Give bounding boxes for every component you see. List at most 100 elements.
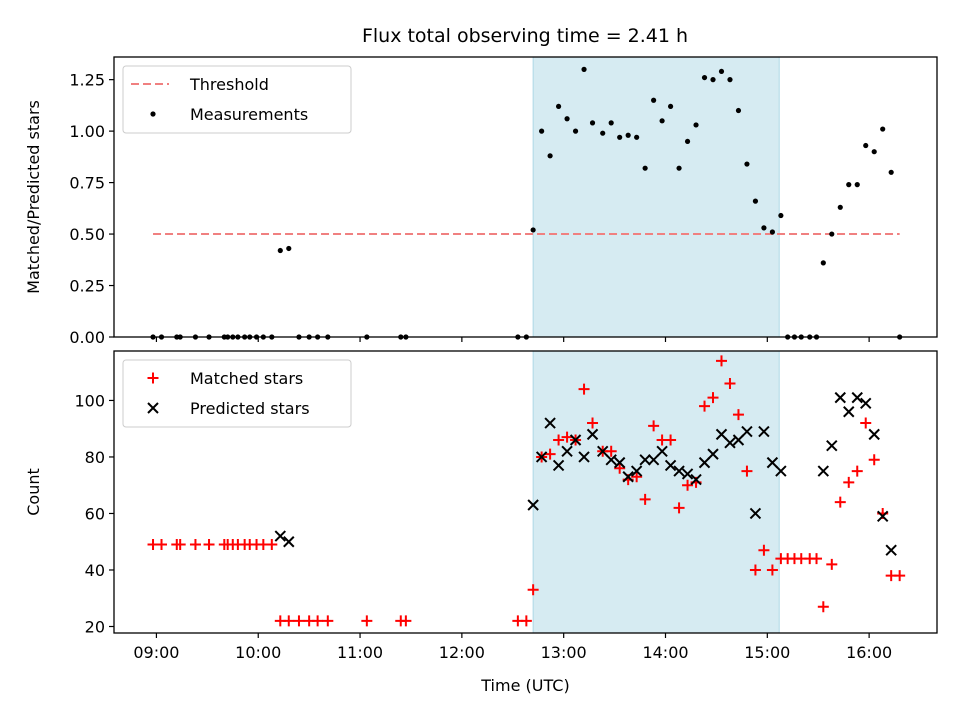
matched-star-point (203, 539, 215, 551)
measurement-point (642, 165, 648, 171)
matched-star-point (843, 476, 855, 488)
bottom-x-tick-label: 15:00 (744, 643, 790, 662)
matched-star-point (715, 355, 727, 367)
predicted-star-point (552, 459, 565, 472)
chart-title: Flux total observing time = 2.41 h (362, 25, 688, 47)
predicted-star-point (766, 456, 779, 469)
predicted-star-point (817, 465, 830, 477)
predicted-star-point (707, 448, 719, 460)
predicted-star-point (605, 454, 617, 466)
top-y-tick-label: 0.50 (69, 225, 105, 244)
predicted-star-point (885, 544, 897, 556)
matched-star-point (283, 615, 295, 627)
matched-star-point (749, 564, 761, 576)
matched-star-point (361, 615, 373, 627)
bottom-x-tick-label: 16:00 (846, 643, 892, 662)
bottom-x-tick-label: 11:00 (337, 643, 383, 662)
matched-star-point (834, 496, 846, 508)
top-y-tick-label: 1.25 (69, 71, 105, 90)
matched-star-point (758, 544, 770, 556)
measurement-point (820, 260, 826, 266)
measurement-point (555, 103, 562, 110)
measurement-point (572, 128, 579, 134)
predicted-star-point (527, 499, 539, 511)
measurement-point (539, 128, 545, 134)
matched-star-point (811, 553, 823, 565)
predicted-star-point (622, 471, 634, 483)
matched-star-point (553, 434, 565, 446)
predicted-star-point (876, 510, 889, 523)
matched-star-point (741, 465, 753, 477)
matched-star-point (561, 431, 573, 443)
bottom-x-tick-label: 14:00 (642, 643, 688, 662)
measurement-point (625, 132, 631, 138)
top-highlight-span (532, 56, 780, 338)
predicted-star-point (578, 451, 590, 463)
bottom-y-tick-label: 60 (85, 504, 105, 523)
measurement-point (710, 77, 716, 83)
matched-star-point (673, 502, 685, 514)
measurement-point (752, 198, 759, 204)
measurement-point (701, 74, 708, 81)
predicted-star-point (775, 465, 787, 477)
bottom-y-tick-label: 20 (85, 618, 105, 637)
top-y-tick-label: 0.75 (69, 174, 105, 193)
measurement-point (530, 227, 536, 233)
matched-star-point (400, 615, 412, 627)
bottom-x-tick-label: 12:00 (439, 643, 485, 662)
matched-star-point (174, 539, 186, 551)
top-legend-box (122, 65, 352, 134)
predicted-star-point (535, 451, 548, 463)
predicted-star-point (544, 417, 556, 429)
measurement-point (617, 134, 623, 140)
top-y-tick-label: 0.25 (69, 277, 105, 296)
bottom-y-tick-label: 40 (85, 561, 105, 580)
predicted-star-point (698, 456, 711, 469)
legend-matched-swatch (147, 372, 159, 384)
predicted-star-point (724, 437, 736, 449)
legend-predicted-swatch (147, 402, 159, 414)
measurement-point (634, 134, 640, 140)
predicted-star-point (630, 465, 643, 477)
matched-star-point (817, 601, 829, 613)
bottom-legend-label: Matched stars (190, 369, 303, 388)
predicted-star-point (613, 456, 626, 469)
measurement-point (854, 182, 860, 188)
matched-star-point (851, 465, 863, 477)
measurement-point (735, 107, 742, 114)
measurement-point (846, 182, 852, 188)
bottom-axes-frame (113, 350, 938, 634)
measurement-point (778, 212, 784, 219)
measurement-point (888, 169, 894, 175)
top-legend-label: Threshold (189, 75, 269, 94)
matched-star-point (156, 539, 168, 551)
matched-star-point (860, 417, 872, 429)
bottom-legend-label: Predicted stars (190, 399, 310, 418)
matched-star-point (648, 420, 660, 432)
predicted-star-point (758, 425, 770, 438)
top-axes-frame (113, 56, 938, 338)
predicted-star-point (690, 473, 702, 486)
predicted-star-point (868, 428, 880, 441)
measurement-point (600, 130, 606, 136)
matched-star-point (312, 615, 324, 627)
measurement-point (829, 231, 835, 237)
matched-star-point (732, 409, 744, 421)
predicted-star-point (656, 445, 668, 458)
predicted-star-point (860, 397, 872, 409)
bottom-x-tick-label: 13:00 (541, 643, 587, 662)
predicted-star-point (741, 425, 753, 438)
measurement-point (837, 204, 843, 210)
matched-star-point (868, 454, 880, 466)
predicted-star-point (274, 530, 287, 542)
measurement-point (863, 142, 869, 149)
matched-star-point (578, 383, 590, 395)
predicted-star-point (664, 459, 677, 472)
measurement-point (659, 118, 665, 124)
matched-star-point (293, 615, 305, 627)
predicted-star-point (586, 428, 599, 441)
measurement-point (871, 149, 877, 155)
predicted-star-point (561, 445, 573, 458)
measurement-point (547, 153, 553, 159)
